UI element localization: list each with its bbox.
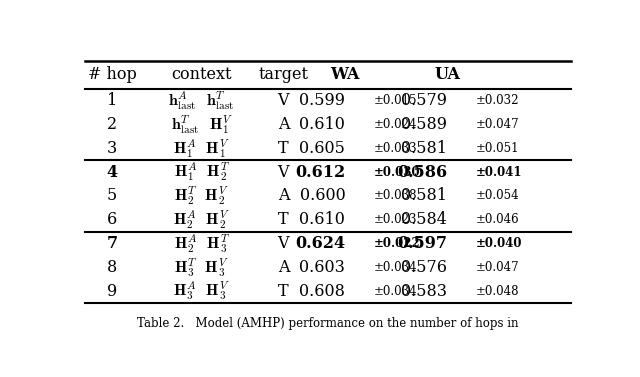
Text: $\mathbf{H}_{3}^{A}$  $\mathbf{H}_{3}^{V}$: $\mathbf{H}_{3}^{A}$ $\mathbf{H}_{3}^{V}… bbox=[173, 280, 230, 302]
Text: UA: UA bbox=[434, 66, 460, 83]
Text: ±0.015: ±0.015 bbox=[374, 94, 417, 107]
Text: 4: 4 bbox=[107, 164, 118, 181]
Text: ±0.048: ±0.048 bbox=[476, 285, 519, 297]
Text: context: context bbox=[172, 66, 232, 83]
Text: Table 2.   Model (AMHP) performance on the number of hops in: Table 2. Model (AMHP) performance on the… bbox=[137, 317, 519, 330]
Text: ±0.054: ±0.054 bbox=[476, 189, 519, 202]
Text: ±0.040: ±0.040 bbox=[476, 237, 522, 250]
Text: V: V bbox=[278, 235, 289, 252]
Text: 3: 3 bbox=[107, 140, 117, 157]
Text: WA: WA bbox=[331, 66, 360, 83]
Text: $\mathbf{H}_{1}^{A}$  $\mathbf{H}_{1}^{V}$: $\mathbf{H}_{1}^{A}$ $\mathbf{H}_{1}^{V}… bbox=[173, 137, 230, 159]
Text: 0.600: 0.600 bbox=[300, 187, 346, 204]
Text: ±0.034: ±0.034 bbox=[374, 285, 417, 297]
Text: $\mathbf{H}_{2}^{A}$  $\mathbf{H}_{3}^{T}$: $\mathbf{H}_{2}^{A}$ $\mathbf{H}_{3}^{T}… bbox=[173, 232, 230, 255]
Text: $\mathbf{H}_{2}^{T}$  $\mathbf{H}_{2}^{V}$: $\mathbf{H}_{2}^{T}$ $\mathbf{H}_{2}^{V}… bbox=[174, 185, 229, 207]
Text: ±0.051: ±0.051 bbox=[476, 142, 519, 155]
Text: 0.576: 0.576 bbox=[401, 259, 447, 276]
Text: ±0.034: ±0.034 bbox=[374, 261, 417, 274]
Text: ±0.023: ±0.023 bbox=[374, 213, 417, 226]
Text: ±0.041: ±0.041 bbox=[476, 166, 522, 179]
Text: T: T bbox=[278, 140, 289, 157]
Text: V: V bbox=[278, 164, 289, 181]
Text: 0.579: 0.579 bbox=[401, 92, 447, 109]
Text: ±0.033: ±0.033 bbox=[374, 142, 417, 155]
Text: 0.624: 0.624 bbox=[295, 235, 346, 252]
Text: $\mathbf{H}_{3}^{T}$  $\mathbf{H}_{3}^{V}$: $\mathbf{H}_{3}^{T}$ $\mathbf{H}_{3}^{V}… bbox=[174, 256, 229, 279]
Text: 0.610: 0.610 bbox=[300, 211, 346, 228]
Text: V: V bbox=[278, 92, 289, 109]
Text: T: T bbox=[278, 283, 289, 300]
Text: 0.603: 0.603 bbox=[300, 259, 346, 276]
Text: ±0.046: ±0.046 bbox=[476, 213, 519, 226]
Text: $\mathbf{H}_{2}^{A}$  $\mathbf{H}_{2}^{V}$: $\mathbf{H}_{2}^{A}$ $\mathbf{H}_{2}^{V}… bbox=[173, 208, 230, 231]
Text: $\mathbf{h}_{\mathrm{last}}^{T}$  $\mathbf{H}_{1}^{V}$: $\mathbf{h}_{\mathrm{last}}^{T}$ $\mathb… bbox=[170, 113, 232, 136]
Text: 0.610: 0.610 bbox=[300, 116, 346, 133]
Text: target: target bbox=[259, 66, 308, 83]
Text: ±0.030: ±0.030 bbox=[374, 166, 420, 179]
Text: A: A bbox=[278, 116, 289, 133]
Text: ±0.047: ±0.047 bbox=[476, 118, 519, 131]
Text: ±0.032: ±0.032 bbox=[476, 94, 519, 107]
Text: ±0.024: ±0.024 bbox=[374, 118, 417, 131]
Text: A: A bbox=[278, 187, 289, 204]
Text: 9: 9 bbox=[107, 283, 117, 300]
Text: 0.581: 0.581 bbox=[401, 140, 447, 157]
Text: 7: 7 bbox=[107, 235, 118, 252]
Text: ±0.038: ±0.038 bbox=[374, 189, 417, 202]
Text: T: T bbox=[278, 211, 289, 228]
Text: 0.608: 0.608 bbox=[300, 283, 346, 300]
Text: # hop: # hop bbox=[88, 66, 136, 83]
Text: 5: 5 bbox=[107, 187, 117, 204]
Text: 0.586: 0.586 bbox=[397, 164, 447, 181]
Text: 0.581: 0.581 bbox=[401, 187, 447, 204]
Text: 0.597: 0.597 bbox=[397, 235, 447, 252]
Text: 0.599: 0.599 bbox=[300, 92, 346, 109]
Text: 8: 8 bbox=[107, 259, 117, 276]
Text: 0.605: 0.605 bbox=[300, 140, 346, 157]
Text: 1: 1 bbox=[107, 92, 117, 109]
Text: 0.583: 0.583 bbox=[401, 283, 447, 300]
Text: $\mathbf{h}_{\mathrm{last}}^{A}$  $\mathbf{h}_{\mathrm{last}}^{T}$: $\mathbf{h}_{\mathrm{last}}^{A}$ $\mathb… bbox=[168, 89, 235, 112]
Text: 2: 2 bbox=[107, 116, 117, 133]
Text: ±0.022: ±0.022 bbox=[374, 237, 420, 250]
Text: 0.584: 0.584 bbox=[401, 211, 447, 228]
Text: 6: 6 bbox=[107, 211, 117, 228]
Text: A: A bbox=[278, 259, 289, 276]
Text: ±0.047: ±0.047 bbox=[476, 261, 519, 274]
Text: 0.612: 0.612 bbox=[295, 164, 346, 181]
Text: 0.589: 0.589 bbox=[401, 116, 447, 133]
Text: $\mathbf{H}_{1}^{A}$  $\mathbf{H}_{2}^{T}$: $\mathbf{H}_{1}^{A}$ $\mathbf{H}_{2}^{T}… bbox=[173, 161, 230, 183]
